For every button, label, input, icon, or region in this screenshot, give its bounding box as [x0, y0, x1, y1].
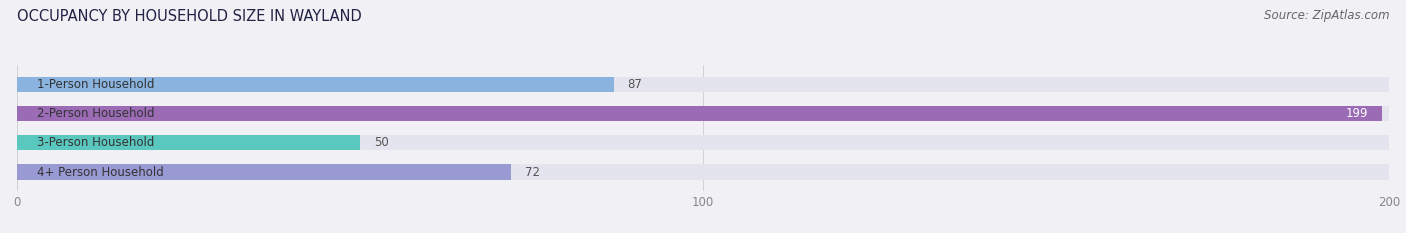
Text: 1-Person Household: 1-Person Household: [38, 78, 155, 91]
Bar: [17, 77, 614, 92]
Text: Source: ZipAtlas.com: Source: ZipAtlas.com: [1264, 9, 1389, 22]
Bar: [17, 106, 1382, 121]
Bar: [17, 164, 510, 180]
Text: 87: 87: [627, 78, 643, 91]
Bar: [17, 135, 1389, 150]
Text: 50: 50: [374, 136, 388, 149]
Bar: [17, 135, 360, 150]
Bar: [17, 77, 1389, 92]
Text: OCCUPANCY BY HOUSEHOLD SIZE IN WAYLAND: OCCUPANCY BY HOUSEHOLD SIZE IN WAYLAND: [17, 9, 361, 24]
Text: 72: 72: [524, 165, 540, 178]
Text: 4+ Person Household: 4+ Person Household: [38, 165, 165, 178]
Bar: [17, 106, 1389, 121]
Bar: [17, 164, 1389, 180]
Text: 2-Person Household: 2-Person Household: [38, 107, 155, 120]
Text: 199: 199: [1346, 107, 1368, 120]
Text: 3-Person Household: 3-Person Household: [38, 136, 155, 149]
